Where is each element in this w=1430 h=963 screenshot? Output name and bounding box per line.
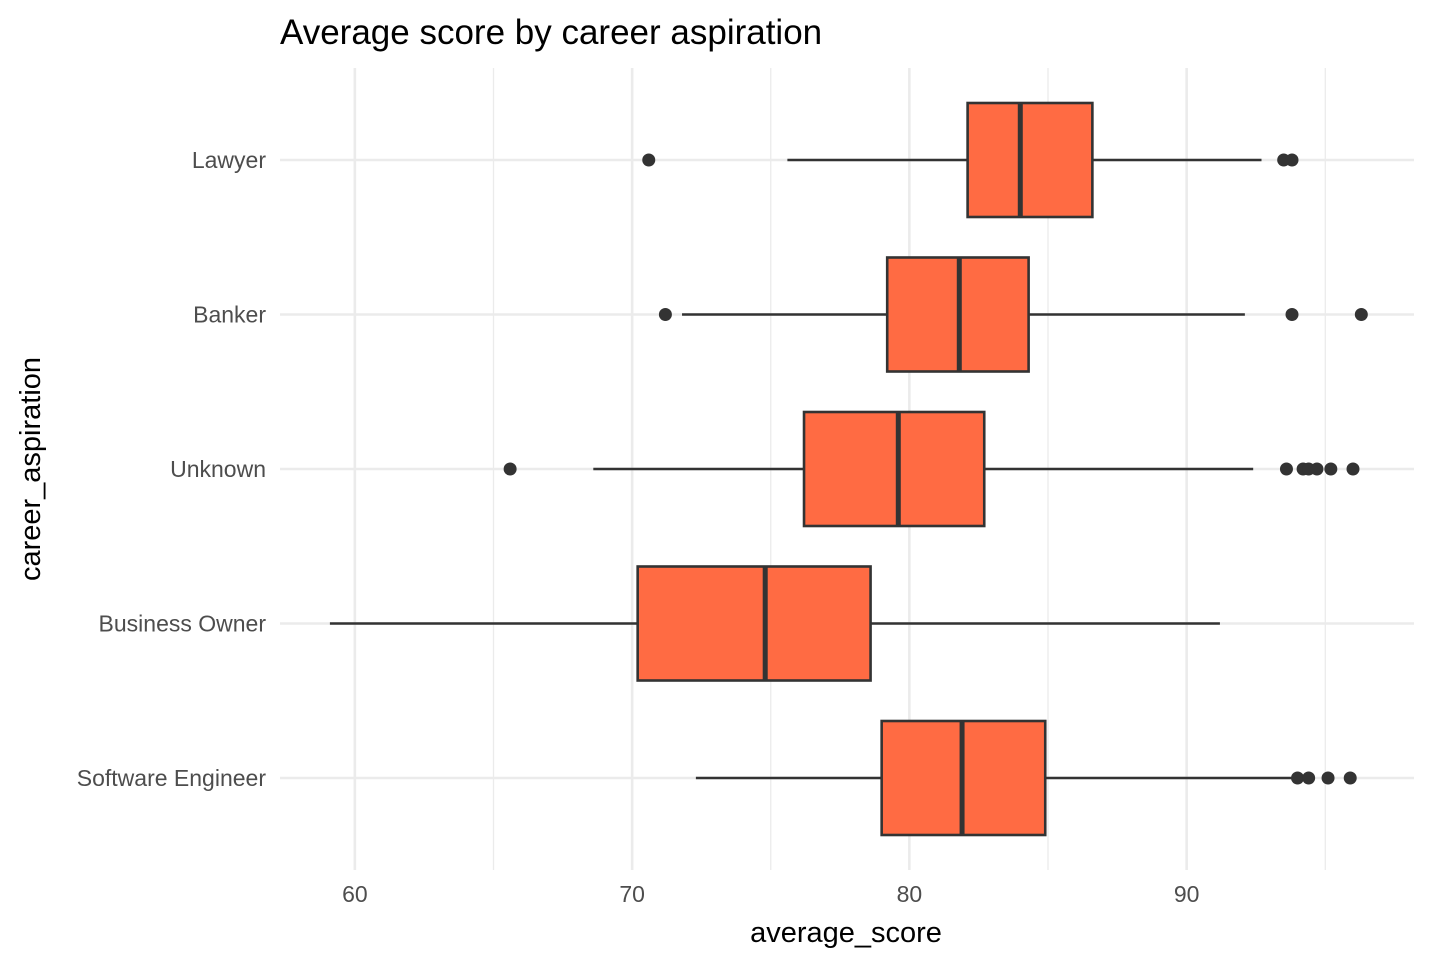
y-tick-labels: Lawyer Banker Unknown Business Owner Softwar… (77, 147, 267, 791)
outlier-point (503, 462, 517, 476)
box-iqr (636, 565, 872, 682)
outlier-point (1279, 462, 1293, 476)
box-iqr (966, 101, 1094, 219)
box-group (329, 565, 1220, 682)
outlier-point (1324, 462, 1338, 476)
x-tick-label: 60 (342, 881, 368, 907)
y-axis-title: career_aspiration (15, 357, 47, 581)
x-axis-title: average_score (750, 917, 942, 949)
y-tick-label: Lawyer (192, 147, 266, 173)
box-group (642, 101, 1299, 219)
outlier-point (1291, 771, 1305, 785)
x-tick-label: 70 (619, 881, 645, 907)
box-group (658, 256, 1368, 373)
x-tick-labels: 60 70 80 90 (342, 881, 1199, 907)
x-tick-label: 80 (897, 881, 923, 907)
outlier-point (1310, 462, 1324, 476)
outlier-point (1285, 308, 1299, 321)
outlier-point (1285, 153, 1299, 167)
box-layer (329, 101, 1368, 837)
outlier-point (642, 153, 656, 167)
outlier-point (1321, 771, 1335, 785)
box-iqr (802, 410, 986, 528)
outlier-point (1302, 771, 1316, 785)
outlier-point (658, 308, 672, 321)
box-group (695, 719, 1357, 837)
outlier-point (1354, 308, 1368, 321)
y-tick-label: Unknown (170, 456, 266, 482)
y-tick-label: Banker (193, 302, 266, 328)
outlier-point (1343, 771, 1357, 785)
outlier-point (1346, 462, 1360, 476)
box-group (503, 410, 1360, 528)
x-tick-label: 90 (1174, 881, 1200, 907)
y-tick-label: Business Owner (99, 611, 267, 637)
y-tick-label: Software Engineer (77, 765, 267, 791)
chart-title: Average score by career aspiration (280, 13, 822, 52)
